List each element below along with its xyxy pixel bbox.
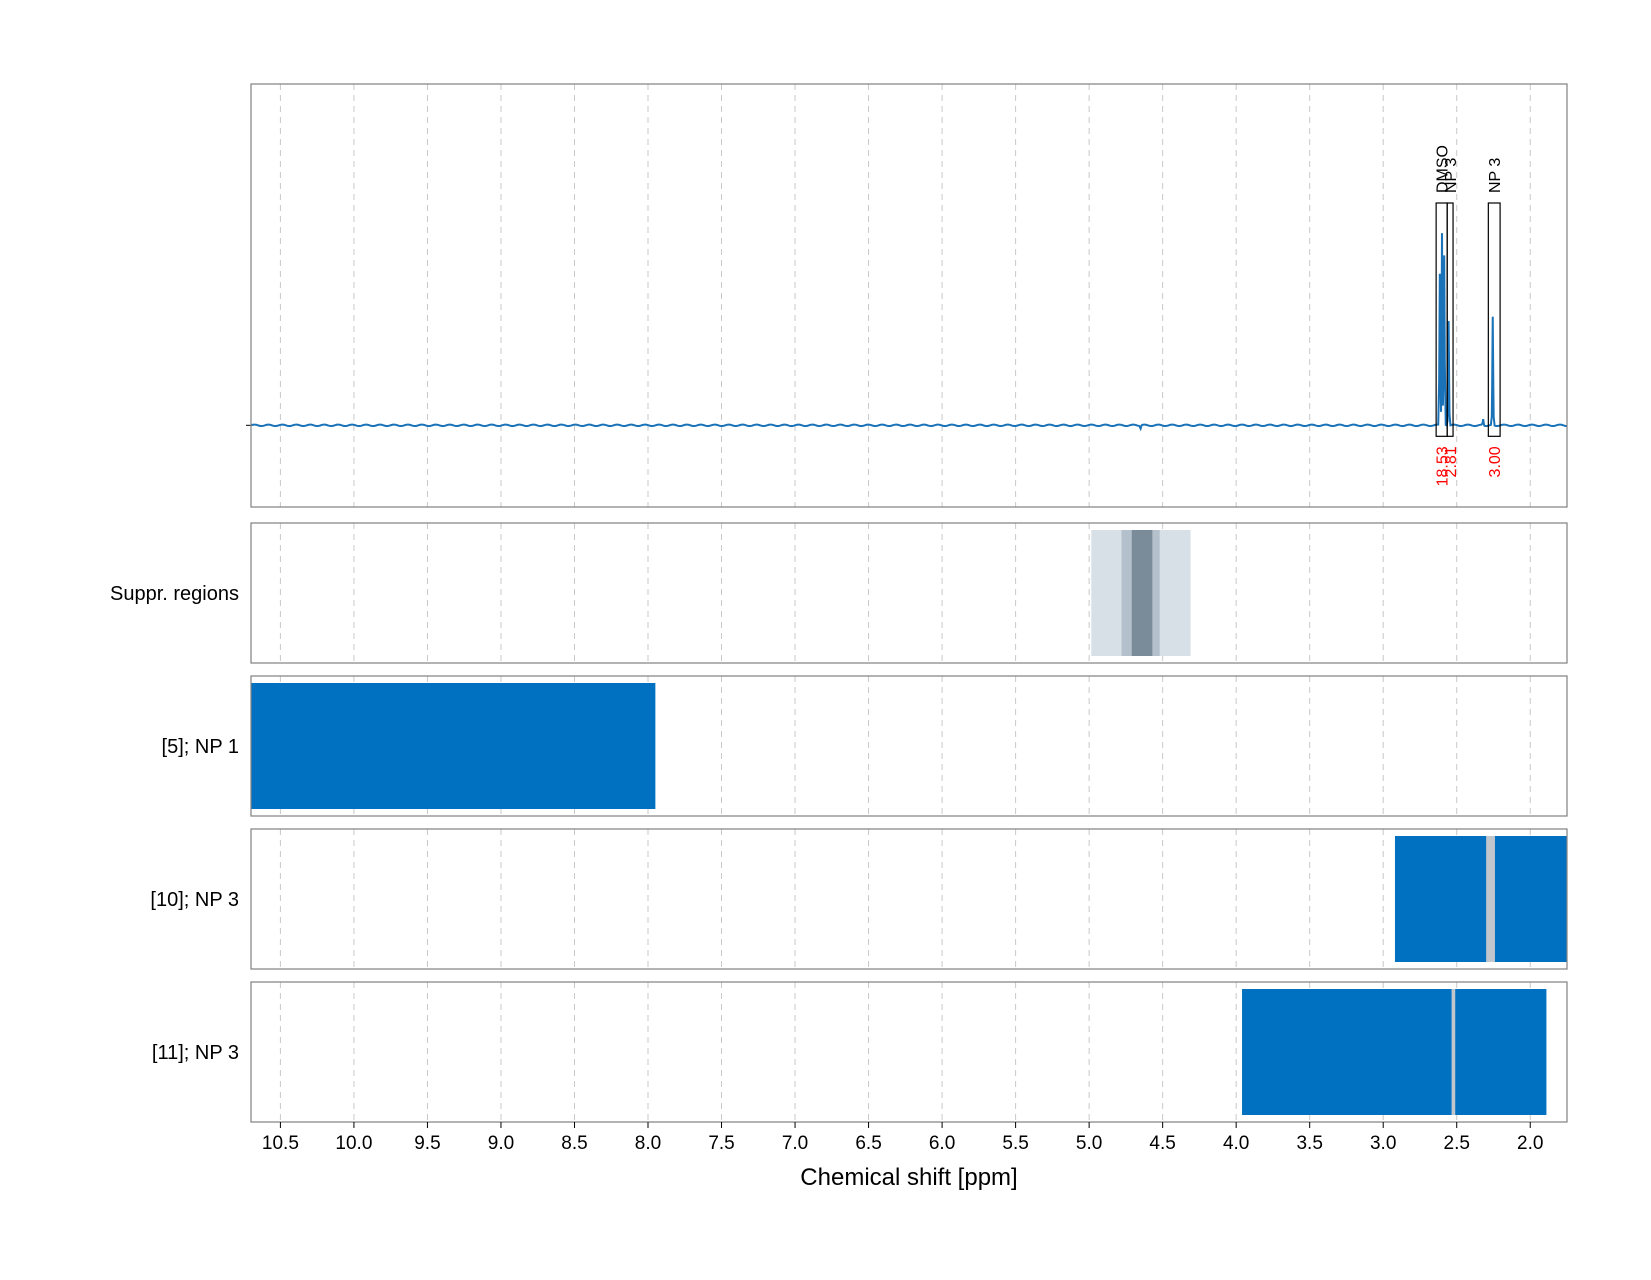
panel-frames-layer [246, 83, 1568, 1128]
integration-region-box [1487, 202, 1501, 437]
integration-regions-layer [1435, 202, 1501, 437]
x-tick-label: 10.5 [262, 1133, 299, 1154]
x-tick-label: 5.0 [1076, 1133, 1102, 1154]
integral-value: 2.81 [1443, 446, 1460, 477]
track-label: [10]; NP 3 [150, 889, 239, 911]
track-band [1451, 989, 1456, 1115]
integration-region-label: NP 3 [1487, 158, 1504, 193]
track-band [1486, 836, 1495, 962]
bands-layer [251, 530, 1567, 1115]
x-tick-label: 9.0 [488, 1133, 514, 1154]
x-tick-label: 2.0 [1517, 1133, 1543, 1154]
track-label: [11]; NP 3 [152, 1042, 239, 1064]
integration-region-box [1446, 202, 1454, 437]
x-tick-label: 6.5 [855, 1133, 881, 1154]
track-label: Suppr. regions [110, 583, 239, 605]
panel-frame [250, 675, 1568, 817]
x-tick-label: 4.5 [1149, 1133, 1175, 1154]
x-tick-label: 3.5 [1296, 1133, 1322, 1154]
spectrum-line [250, 233, 1568, 432]
x-tick-label: 4.0 [1223, 1133, 1249, 1154]
panel-frame [250, 981, 1568, 1123]
x-axis-label: Chemical shift [ppm] [800, 1164, 1017, 1191]
track-band [251, 683, 656, 809]
panel-frame [250, 83, 1568, 508]
grid-layer [279, 84, 1531, 1122]
x-tick-label: 9.5 [414, 1133, 440, 1154]
x-tick-label: 8.5 [561, 1133, 587, 1154]
x-tick-label: 2.5 [1444, 1133, 1470, 1154]
x-tick-label: 7.5 [708, 1133, 734, 1154]
x-tick-label: 7.0 [782, 1133, 808, 1154]
track-label: [5]; NP 1 [162, 736, 239, 758]
integration-region-label: DMSO [1435, 145, 1452, 193]
x-tick-label: 8.0 [635, 1133, 661, 1154]
panel-frame [250, 522, 1568, 664]
panel-frame [250, 828, 1568, 970]
text-layer: Chemical shift [ppm] Suppr. regions [5]; … [110, 145, 1543, 1191]
track-band [1394, 836, 1567, 962]
track-band [1242, 989, 1547, 1115]
track-band [1131, 530, 1153, 656]
x-tick-label: 6.0 [929, 1133, 955, 1154]
spectrum-layer [250, 233, 1568, 432]
x-tick-label: 5.5 [1002, 1133, 1028, 1154]
integration-region-label: NP 3 [1443, 158, 1460, 193]
x-tick-label: 3.0 [1370, 1133, 1396, 1154]
x-tick-label: 10.0 [335, 1133, 372, 1154]
integral-value: 3.00 [1487, 446, 1504, 477]
integral-value: 18.53 [1435, 446, 1452, 486]
